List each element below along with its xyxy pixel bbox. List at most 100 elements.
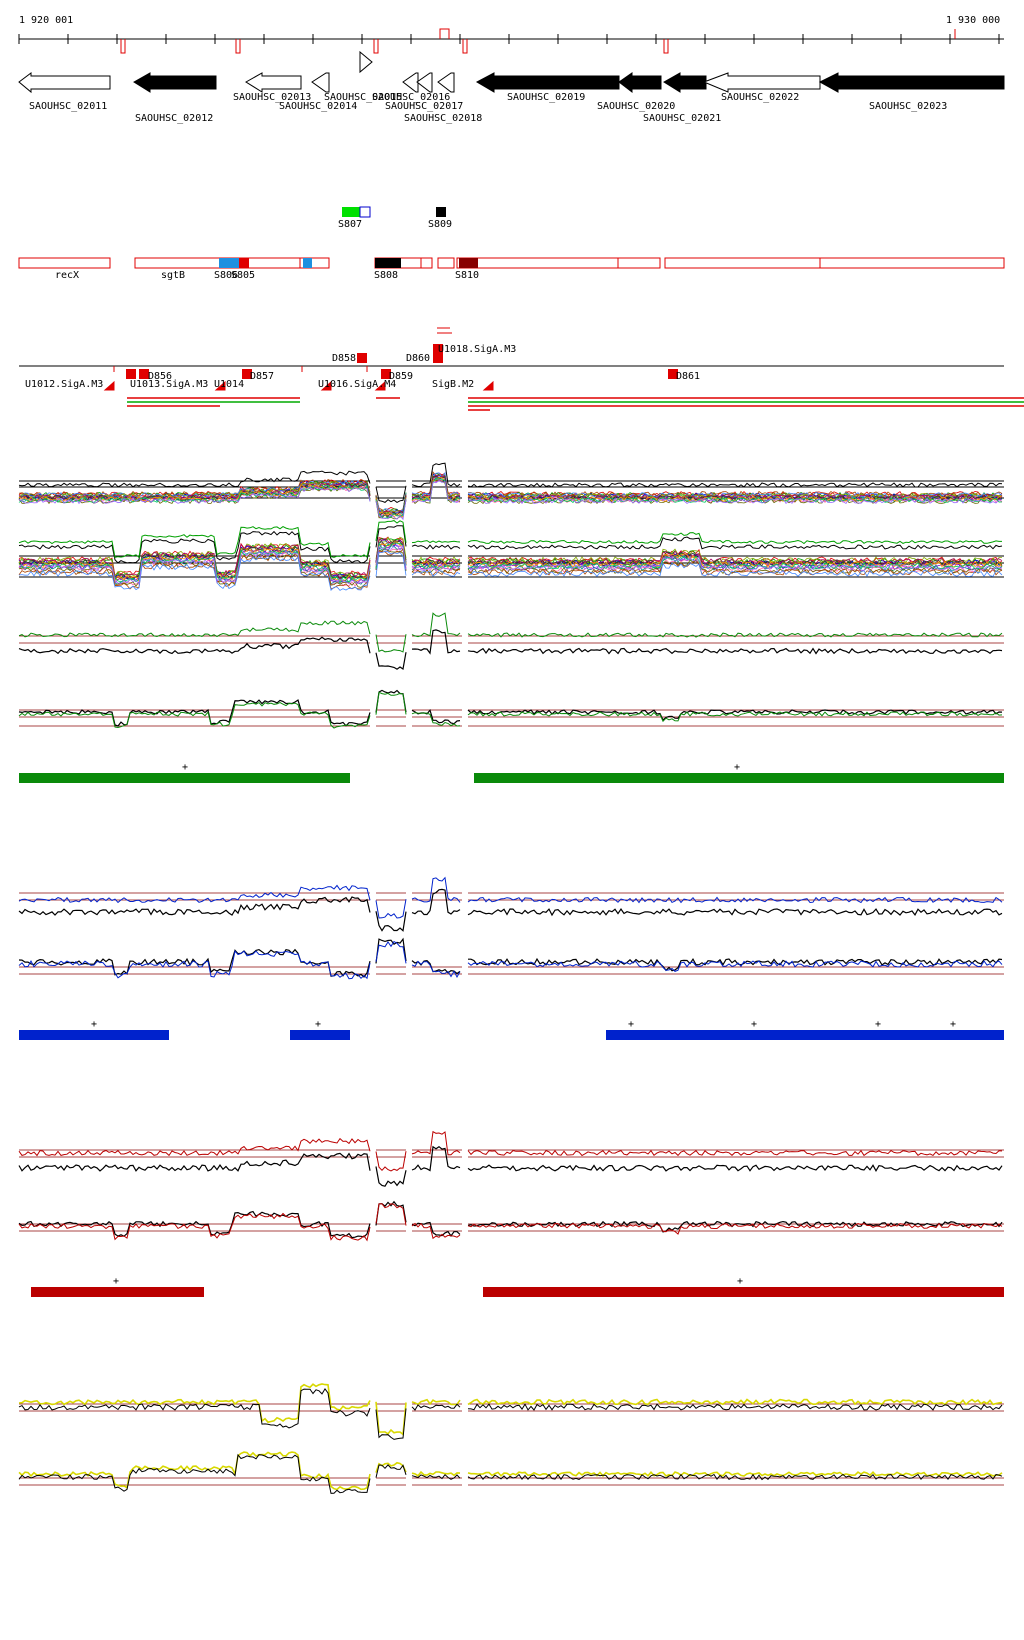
gene-label: SAOUHSC_02014 [279,101,357,112]
feature-d856[interactable] [139,369,149,379]
segment-mark: + [113,1276,119,1287]
feature-d860[interactable] [433,344,443,363]
gene-arrow-02018[interactable] [437,72,455,93]
gene-track: SAOUHSC_02011 SAOUHSC_02012 SAOUHSC_0201… [18,72,1005,124]
feature-s807[interactable] [342,207,360,217]
segment-mark: + [950,1019,956,1030]
segment-mark: + [875,1019,881,1030]
feature-label: D860 [406,353,430,364]
feature-box[interactable] [819,257,1005,269]
ruler-red-marks [120,28,956,54]
segment-blue-1[interactable] [19,1030,169,1040]
promoter-label: U1013.SigA.M3 [130,379,208,390]
feature-label: recX [55,270,79,281]
gene-arrow-02014[interactable] [311,72,330,93]
gene-arrow-02022[interactable] [702,72,821,93]
promoter-label: U1014 [214,379,244,390]
feature-s810[interactable] [459,258,478,268]
segment-bars: + + + + + + + + + + [19,762,1004,1297]
segment-mark: + [734,762,740,773]
feature-label: D857 [250,371,274,382]
feature-label: D859 [389,371,413,382]
small-forward-arrow-icon [359,50,373,74]
gene-label: SAOUHSC_02016 [372,92,450,103]
ruler-ticks [18,34,1000,44]
feature-label: S807 [338,219,362,230]
segment-mark: + [628,1019,634,1030]
segment-green-2[interactable] [474,773,1004,783]
feature-box[interactable] [420,257,433,269]
promoter-label: SigB.M2 [432,379,474,390]
gene-label: SAOUHSC_02013 [233,92,311,103]
feature-s809[interactable] [436,207,446,217]
gene-arrow-02013[interactable] [245,72,302,93]
segment-mark: + [751,1019,757,1030]
feature-s805[interactable] [239,258,249,268]
feature-box[interactable] [456,257,619,269]
segment-mark: + [315,1019,321,1030]
segment-green-1[interactable] [19,773,350,783]
promoter-label: U1012.SigA.M3 [25,379,103,390]
gene-label: SAOUHSC_02011 [29,101,107,112]
feature-s808[interactable] [375,258,401,268]
expression-yellow-track [18,1383,1004,1494]
gene-arrow-02023[interactable] [818,72,1005,93]
feature-box[interactable] [437,257,455,269]
feature-box[interactable] [617,257,661,269]
gene-arrow-02016[interactable] [402,72,419,93]
segment-mark: + [91,1019,97,1030]
gene-label: SAOUHSC_02018 [404,113,482,124]
segment-red-1[interactable] [31,1287,204,1297]
coordinate-ruler: 1 920 001 1 930 000 [18,15,1004,74]
feature-label: sgtB [161,270,185,281]
gene-arrow-02021[interactable] [663,72,707,93]
segment-red-2[interactable] [483,1287,1004,1297]
feature-recx[interactable] [18,257,111,269]
gene-label: SAOUHSC_02021 [643,113,721,124]
feature-sgtb[interactable] [134,257,301,269]
feature-label: D858 [332,353,356,364]
expression-multi-track [18,462,1004,591]
ruler-start-label: 1 920 001 [19,15,73,26]
gene-label: SAOUHSC_02020 [597,101,675,112]
feature-d861[interactable] [668,369,678,379]
feature-label: S809 [428,219,452,230]
feature-label: S808 [374,270,398,281]
gene-label: SAOUHSC_02012 [135,113,213,124]
segment-mark: + [737,1276,743,1287]
expression-blue-track [18,876,1004,980]
feature-s806[interactable] [219,258,239,268]
gene-arrow-02020[interactable] [618,72,662,94]
gene-label: SAOUHSC_02015 [324,92,402,103]
feature-box[interactable] [299,257,330,269]
feature-s807-box[interactable] [359,206,371,218]
feature-label: D856 [148,371,172,382]
ruler-end-label: 1 930 000 [946,15,1000,26]
segment-mark: + [182,762,188,773]
feature-label: D861 [676,371,700,382]
feature-d856-a[interactable] [126,369,136,379]
feature-box[interactable] [664,257,821,269]
feature-small-blue[interactable] [303,258,312,268]
gene-label: SAOUHSC_02017 [385,101,463,112]
segment-blue-2[interactable] [290,1030,350,1040]
feature-label: S810 [455,270,479,281]
expression-red-track [18,1130,1004,1242]
promoter-label: U1018.SigA.M3 [438,344,516,355]
promoter-label: U1016.SigA.M4 [318,379,396,390]
feature-label: S806 [214,270,238,281]
d-feature-track: D856 D857 D858 D859 D860 D861 U1012.SigA… [19,327,1024,411]
gene-label: SAOUHSC_02022 [721,92,799,103]
gene-arrow-02011[interactable] [18,72,111,94]
feature-d857[interactable] [242,369,252,379]
expression-green-track [18,612,1004,729]
s-feature-track: S807 S809 recX sgtB S806 S805 S808 S810 [18,206,1005,281]
gene-arrow-02012[interactable] [133,72,217,93]
segment-blue-3[interactable] [606,1030,1004,1040]
feature-d859[interactable] [381,369,391,379]
gene-arrow-02017[interactable] [416,72,433,93]
gene-arrow-02019[interactable] [475,72,620,93]
feature-d858[interactable] [357,353,367,363]
gene-label: SAOUHSC_02023 [869,101,947,112]
